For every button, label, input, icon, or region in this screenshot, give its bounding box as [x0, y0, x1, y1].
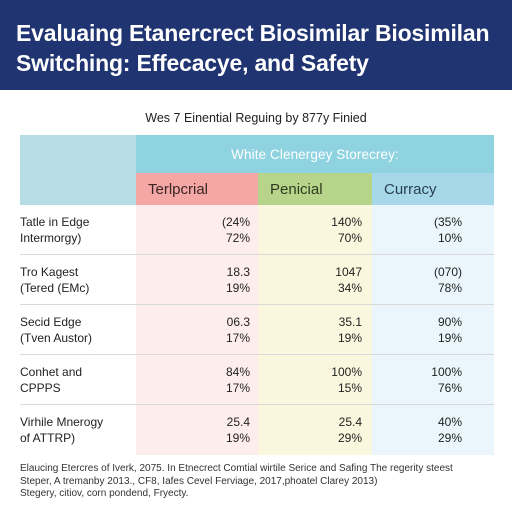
table-row: Conhet and CPPPS 84% 17% 100% 15% 100% 76%	[20, 355, 494, 405]
table-row: Tatle in Edge Intermorgy) (24% 72% 140% 70…	[20, 205, 494, 255]
row-label: Tatle in Edge Intermorgy)	[20, 214, 132, 246]
cell-value: 84% 17%	[225, 365, 250, 395]
row-label-line-1: Tro Kagest	[20, 265, 79, 279]
title-banner: Evaluaing Etanercrect Biosimilar Biosimi…	[0, 0, 512, 90]
column-3-body	[372, 205, 494, 455]
table-row: Secid Edge (Tven Austor) 06.3 17% 35.1 19%…	[20, 305, 494, 355]
row-label-line-2: of ATTRP)	[20, 431, 76, 445]
footnote-line-3: Stegery, citiov, corn pondend, Fryecty.	[20, 488, 189, 499]
cell-value: 25.4 19%	[225, 415, 250, 445]
cell-value: 40% 29%	[437, 415, 462, 445]
cell-value: 1047 34%	[335, 265, 362, 295]
page-title-line-2: Switching: Effecacye, and Safety	[16, 50, 369, 76]
row-label: Conhet and CPPPS	[20, 364, 132, 396]
cell-value: (35% 10%	[433, 215, 462, 245]
page-title-line-1: Evaluaing Etanercrect Biosimilar Biosimi…	[16, 20, 490, 46]
footnote-line-1: Elaucing Etercres of Iverk, 2075. In Etn…	[20, 463, 453, 474]
cell-value: 06.3 17%	[225, 315, 250, 345]
table-group-header: White Clenergey Storecrey:	[136, 135, 494, 173]
comparison-table: White Clenergey Storecrey: Terlpcrial Pe…	[20, 135, 494, 455]
column-2-body	[258, 205, 372, 455]
row-label-line-1: Conhet and	[20, 365, 83, 379]
cell-value: (24% 72%	[221, 215, 250, 245]
row-label-line-2: CPPPS	[20, 381, 61, 395]
row-label-line-2: Intermorgy)	[20, 231, 82, 245]
cell-value: 100% 76%	[431, 365, 462, 395]
cell-value: 35.1 19%	[337, 315, 362, 345]
cell-value: 140% 70%	[331, 215, 362, 245]
cell-value: 90% 19%	[437, 315, 462, 345]
row-label: Virhile Mnerogy of ATTRP)	[20, 414, 132, 446]
page-title: Evaluaing Etanercrect Biosimilar Biosimi…	[16, 18, 504, 78]
row-label-line-2: (Tered (EMc)	[20, 281, 90, 295]
row-label-line-1: Virhile Mnerogy	[20, 415, 104, 429]
cell-value: 100% 15%	[331, 365, 362, 395]
cell-value: 18.3 19%	[225, 265, 250, 295]
row-label-line-1: Secid Edge	[20, 315, 82, 329]
footnote: Elaucing Etercres of Iverk, 2075. In Etn…	[20, 463, 502, 501]
column-header-1: Terlpcrial	[136, 173, 258, 205]
cell-value: 25.4 29%	[337, 415, 362, 445]
column-header-3: Curracy	[372, 173, 494, 205]
row-label: Tro Kagest (Tered (EMc)	[20, 264, 132, 296]
table-row: Tro Kagest (Tered (EMc) 18.3 19% 1047 34% …	[20, 255, 494, 305]
footnote-line-2: Steper, A tremanby 2013., CF8, Iafes Cev…	[20, 475, 378, 487]
table-corner-cell	[20, 135, 136, 205]
column-1-body	[136, 205, 258, 455]
column-header-2: Penicial	[258, 173, 372, 205]
row-label-line-1: Tatle in Edge	[20, 215, 90, 229]
row-label: Secid Edge (Tven Austor)	[20, 314, 132, 346]
table-subtitle: Wes 7 Einential Reguing by 877y Finied	[145, 111, 367, 125]
table-row: Virhile Mnerogy of ATTRP) 25.4 19% 25.4 29…	[20, 405, 494, 455]
row-label-line-2: (Tven Austor)	[20, 331, 93, 345]
cell-value: (070) 78%	[433, 265, 462, 295]
